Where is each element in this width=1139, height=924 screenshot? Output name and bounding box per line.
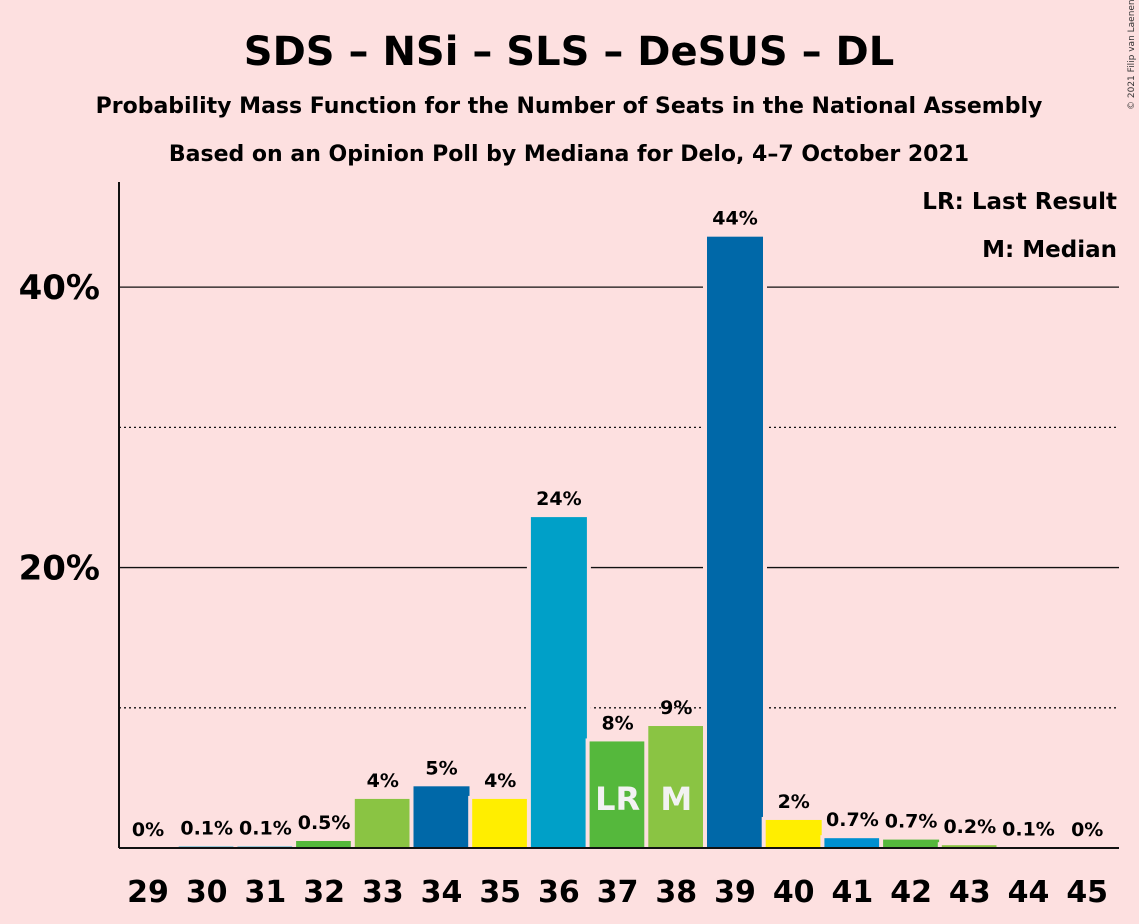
x-tick-label-38: 38 <box>655 875 697 910</box>
data-label-44: 0.1% <box>1002 818 1055 840</box>
data-label-34: 5% <box>425 757 457 779</box>
chart-subtitle-2: Based on an Opinion Poll by Mediana for … <box>169 142 969 167</box>
data-label-32: 0.5% <box>298 812 351 834</box>
data-label-29: 0% <box>132 819 164 841</box>
bar-seats-39 <box>707 236 763 848</box>
marker-lr: LR <box>595 780 640 818</box>
bar-halo <box>996 844 1061 848</box>
x-tick-label-32: 32 <box>303 875 345 910</box>
y-tick-label: 40% <box>19 268 100 308</box>
bar-halo <box>174 843 239 848</box>
x-tick-label-29: 29 <box>127 875 169 910</box>
legend-median: M: Median <box>982 237 1117 263</box>
x-tick-label-44: 44 <box>1008 875 1050 910</box>
data-label-39: 44% <box>712 208 757 230</box>
bars: 0% 0.1% 0.1% 0.5%4%5%4%24%8%LR9%M44%2%0.7% 0… <box>132 208 1103 848</box>
data-label-40: 2% <box>778 791 810 813</box>
x-tick-label-45: 45 <box>1066 875 1108 910</box>
x-tick-label-36: 36 <box>538 875 580 910</box>
data-label-38: 9% <box>660 697 692 719</box>
x-tick-label-43: 43 <box>949 875 991 910</box>
bar-seats-33 <box>354 798 411 848</box>
bar-seats-40 <box>765 819 822 848</box>
x-tick-label-35: 35 <box>479 875 521 910</box>
data-label-45: 0% <box>1071 819 1103 841</box>
axes: 20% 40% 29 30 31 32 33 34 35 36 37 38 39 40 41 42 43 44 45 <box>19 182 1119 910</box>
bar-seats-35 <box>472 798 529 848</box>
data-label-42: 0.7% <box>885 811 938 833</box>
bar-seats-32 <box>296 840 353 848</box>
data-label-33: 4% <box>367 770 399 792</box>
x-tick-label-39: 39 <box>714 875 756 910</box>
marker-m: M <box>660 780 692 818</box>
bar-seats-36 <box>530 517 587 848</box>
x-tick-label-42: 42 <box>890 875 932 910</box>
bar-seats-41 <box>824 838 881 848</box>
bar-halo <box>233 843 298 848</box>
copyright-text: © 2021 Filip van Laenen <box>1127 0 1137 110</box>
data-label-37: 8% <box>601 712 633 734</box>
bar-seats-42 <box>883 839 940 848</box>
data-label-35: 4% <box>484 770 516 792</box>
bar-seats-37 <box>589 741 646 848</box>
data-label-36: 24% <box>536 488 581 510</box>
x-tick-label-34: 34 <box>421 875 463 910</box>
x-tick-label-41: 41 <box>832 875 874 910</box>
x-tick-label-30: 30 <box>186 875 228 910</box>
chart-title: SDS – NSi – SLS – DeSUS – DL <box>244 29 894 75</box>
bar-seats-43 <box>941 845 998 848</box>
data-label-43: 0.2% <box>943 816 996 838</box>
x-tick-label-37: 37 <box>597 875 639 910</box>
x-tick-label-33: 33 <box>362 875 404 910</box>
bar-seats-34 <box>413 786 470 848</box>
legend-last-result: LR: Last Result <box>922 189 1117 215</box>
bar-seats-38 <box>648 726 705 848</box>
chart-subtitle-1: Probability Mass Function for the Number… <box>96 94 1043 119</box>
bar-halo <box>937 842 1002 848</box>
gridlines <box>119 286 1119 709</box>
data-label-30: 0.1% <box>180 818 233 840</box>
y-tick-label: 20% <box>19 549 100 589</box>
x-tick-label-31: 31 <box>245 875 287 910</box>
data-label-41: 0.7% <box>826 809 879 831</box>
x-tick-label-40: 40 <box>773 875 815 910</box>
data-label-31: 0.1% <box>239 818 292 840</box>
